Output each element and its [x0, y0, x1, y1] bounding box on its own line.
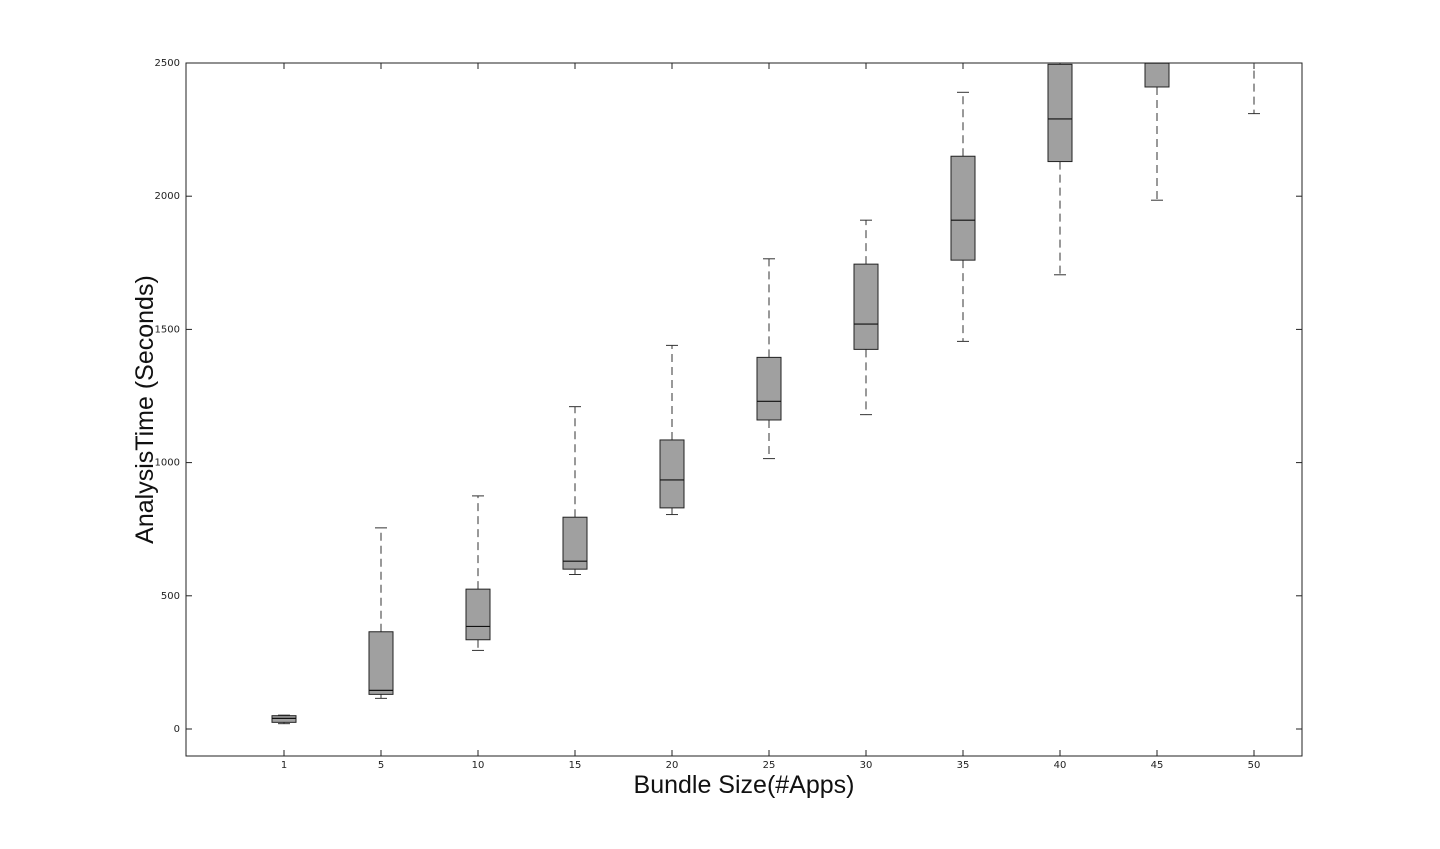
iqr-box [659, 439, 685, 509]
box-25 [756, 258, 782, 460]
iqr-box [271, 715, 297, 723]
x-tick-label: 50 [1248, 760, 1261, 771]
x-tick-label: 45 [1151, 760, 1164, 771]
x-tick-label: 35 [957, 760, 970, 771]
y-axis-label: AnalysisTime (Seconds) [131, 275, 159, 544]
box-35 [950, 91, 976, 342]
box-45 [1144, 63, 1170, 201]
box-50 [1242, 52, 1266, 115]
iqr-box [1047, 63, 1073, 163]
x-tick-label: 15 [569, 760, 582, 771]
iqr-box [756, 356, 782, 421]
y-tick-label: 500 [161, 591, 180, 602]
box-40 [1047, 63, 1073, 276]
iqr-box [1242, 52, 1266, 57]
box-15 [562, 406, 588, 575]
iqr-box [562, 516, 588, 570]
plot-area-frame [185, 62, 1303, 757]
iqr-box [368, 631, 394, 695]
box-20 [659, 344, 685, 516]
x-tick-label: 25 [763, 760, 776, 771]
y-tick-label: 2500 [155, 58, 180, 69]
x-tick-label: 10 [472, 760, 485, 771]
x-tick-label: 40 [1054, 760, 1067, 771]
x-tick-label: 30 [860, 760, 873, 771]
box-30 [853, 219, 879, 416]
iqr-box [1144, 63, 1170, 88]
y-tick-label: 1500 [155, 324, 180, 335]
x-tick-label: 5 [378, 760, 384, 771]
x-axis-label: Bundle Size(#Apps) [634, 771, 855, 799]
box-10 [465, 495, 491, 651]
x-tick-label: 20 [666, 760, 679, 771]
iqr-box [465, 588, 491, 641]
boxes-group [271, 52, 1266, 725]
y-tick-label: 0 [174, 724, 180, 735]
box-1 [271, 714, 297, 725]
box-5 [368, 527, 394, 699]
y-tick-label: 1000 [155, 458, 180, 469]
y-tick-label: 2000 [155, 191, 180, 202]
x-tick-label: 1 [281, 760, 287, 771]
iqr-box [853, 263, 879, 350]
iqr-box [950, 155, 976, 261]
